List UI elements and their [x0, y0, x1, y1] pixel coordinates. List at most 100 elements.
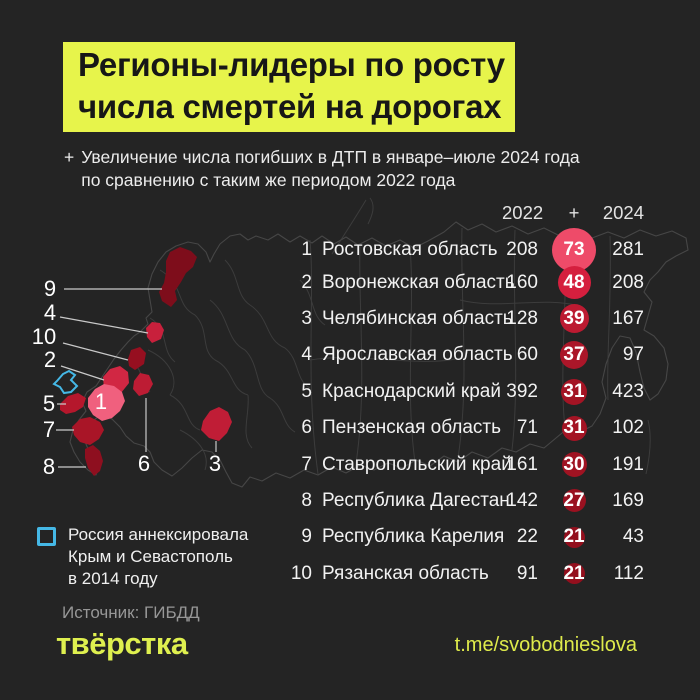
- row-value-2022: 22: [516, 526, 538, 548]
- row-rank: 8: [301, 489, 312, 511]
- map-region-9-karelia: [159, 247, 197, 307]
- crimea-outline: [52, 369, 79, 395]
- row-rank: 4: [301, 344, 312, 366]
- row-rank: 9: [301, 526, 312, 548]
- map-region-number-1: 1: [94, 389, 108, 414]
- legend-line-3: в 2014 году: [68, 569, 158, 588]
- map-region-7-stavropol: [72, 417, 104, 445]
- subtitle-line-1: Увеличение числа погибших в ДТП в январе…: [81, 147, 580, 167]
- row-value-2022: 392: [506, 380, 538, 402]
- callout-lines: [56, 288, 217, 468]
- delta-circle: 27: [562, 489, 586, 513]
- plus-sign: +: [64, 147, 75, 167]
- crimea-swatch-icon: [37, 527, 56, 546]
- row-value-2024: 423: [612, 380, 644, 402]
- delta-circle: 30: [561, 452, 587, 478]
- row-region-name: Пензенская область: [322, 417, 501, 439]
- telegram-link[interactable]: t.me/svobodnieslova: [454, 634, 637, 656]
- map-region-6-penza: [133, 373, 153, 396]
- row-rank: 7: [301, 453, 312, 475]
- map-region-5-krasnodar: [60, 393, 86, 414]
- delta-circle: 39: [559, 304, 589, 334]
- title-line-2: числа смертей на дорогах: [78, 88, 502, 125]
- row-value-2022: 142: [506, 489, 538, 511]
- map-region-number-8: 8: [42, 454, 56, 479]
- row-region-name: Краснодарский край: [322, 380, 501, 402]
- table-row: 7 Ставропольский край 161 30 191: [290, 446, 652, 482]
- page-title: Регионы-лидеры по росту числа смертей на…: [63, 42, 515, 132]
- row-value-2024: 97: [622, 344, 644, 366]
- delta-circle: 31: [561, 378, 587, 405]
- row-region-name: Ярославская область: [322, 344, 513, 366]
- map-region-10-ryazan: [128, 347, 146, 370]
- legend-line-2: Крым и Севастополь: [68, 547, 233, 566]
- row-value-2024: 281: [612, 239, 644, 260]
- verstka-logo: твёрстка: [56, 626, 188, 661]
- row-region-name: Республика Дагестан: [322, 489, 510, 511]
- table-row: 2 Воронежская область 160 48 208: [290, 264, 652, 300]
- row-rank: 6: [301, 417, 312, 439]
- row-rank: 3: [301, 307, 312, 329]
- row-value-2024: 112: [613, 562, 644, 584]
- table-row: 1 Ростовская область 208 73 281: [290, 228, 652, 272]
- row-value-2024: 167: [612, 307, 644, 329]
- table-row: 4 Ярославская область 60 37 97: [290, 337, 652, 373]
- map-region-1-rostov: [88, 384, 125, 421]
- map-region-3-chelyabinsk: [201, 407, 232, 441]
- map-region-number-9: 9: [43, 276, 57, 301]
- row-value-2024: 191: [612, 453, 644, 475]
- crimea-legend: Россия аннексировала Крым и Севастополь …: [37, 524, 248, 590]
- map-region-8-dagestan: [85, 445, 103, 476]
- map-region-number-6: 6: [137, 451, 151, 476]
- table-row: 6 Пензенская область 71 31 102: [290, 410, 652, 446]
- row-value-2022: 208: [506, 239, 538, 260]
- table-row: 5 Краснодарский край 392 31 423: [290, 374, 652, 410]
- table-header: 2022 + 2024: [290, 202, 652, 224]
- map-region-number-3: 3: [208, 451, 222, 476]
- delta-circle: 73: [552, 228, 596, 272]
- delta-circle: 48: [557, 266, 591, 300]
- row-value-2022: 161: [506, 453, 538, 475]
- map-region-number-7: 7: [42, 417, 56, 442]
- legend-line-1: Россия аннексировала: [68, 525, 249, 544]
- row-rank: 5: [301, 380, 312, 402]
- map-region-number-4: 4: [43, 300, 57, 325]
- delta-circle: 21: [563, 562, 585, 585]
- row-value-2024: 43: [622, 526, 644, 548]
- map-region-number-5: 5: [42, 391, 56, 416]
- delta-circle: 37: [560, 341, 588, 370]
- table-rows: 1 Ростовская область 208 73 281 2 Вороне…: [290, 228, 652, 592]
- row-rank: 1: [301, 239, 312, 260]
- title-line-1: Регионы-лидеры по росту: [78, 46, 505, 83]
- subtitle: + Увеличение числа погибших в ДТП в янва…: [64, 146, 580, 191]
- table-row: 9 Республика Карелия 22 21 43: [290, 519, 652, 555]
- row-region-name: Рязанская область: [322, 562, 489, 584]
- map-region-number-10: 10: [31, 324, 57, 349]
- row-region-name: Ростовская область: [322, 239, 498, 260]
- map-region-4-yaroslavl: [146, 322, 164, 343]
- row-value-2022: 160: [506, 271, 538, 293]
- row-region-name: Республика Карелия: [322, 526, 505, 548]
- row-value-2022: 91: [516, 562, 538, 584]
- row-region-name: Ставропольский край: [322, 453, 512, 475]
- table-row: 8 Республика Дагестан 142 27 169: [290, 483, 652, 519]
- row-value-2022: 71: [516, 417, 538, 439]
- data-source: Источник: ГИБДД: [62, 603, 200, 622]
- table-row: 10 Рязанская область 91 21 112: [290, 556, 652, 592]
- delta-circle: 21: [563, 526, 585, 548]
- row-value-2024: 169: [612, 489, 644, 511]
- row-value-2022: 60: [516, 344, 538, 366]
- header-2024: 2024: [602, 202, 644, 223]
- delta-circle: 31: [561, 415, 587, 441]
- row-value-2022: 128: [506, 307, 538, 329]
- table-row: 3 Челябинская область 128 39 167: [290, 301, 652, 337]
- map-region-number-2: 2: [43, 347, 57, 372]
- subtitle-line-2: по сравнению с таким же периодом 2022 го…: [81, 169, 456, 190]
- row-region-name: Воронежская область: [322, 271, 515, 293]
- header-plus: +: [568, 202, 580, 223]
- row-rank: 10: [290, 562, 312, 584]
- row-value-2024: 102: [612, 417, 644, 439]
- row-rank: 2: [301, 271, 312, 293]
